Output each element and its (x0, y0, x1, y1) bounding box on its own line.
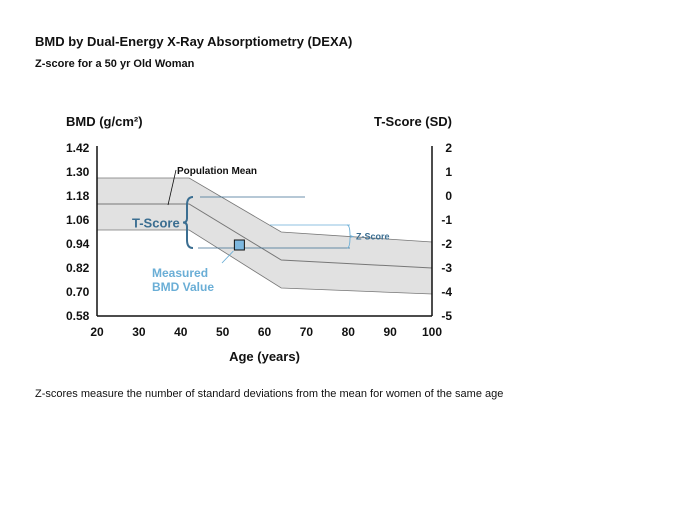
y-right-tick-label: -4 (441, 285, 452, 299)
x-axis-title: Age (years) (229, 349, 300, 364)
y-right-axis-title: T-Score (SD) (374, 114, 452, 129)
y-left-tick-label: 1.42 (66, 141, 90, 155)
caption-text: Z-scores measure the number of standard … (35, 388, 504, 400)
y-left-tick-label: 1.18 (66, 189, 90, 203)
population-mean-label: Population Mean (177, 166, 257, 177)
y-right-tick-label: 2 (445, 141, 452, 155)
z-score-label: Z-Score (356, 232, 390, 242)
t-score-brace (182, 196, 194, 249)
measured-label-line2: BMD Value (152, 280, 214, 294)
x-tick-label: 80 (342, 325, 356, 339)
population-mean-leader (167, 169, 177, 206)
x-tick-label: 40 (174, 325, 188, 339)
population-mean-line (97, 203, 433, 269)
y-right-tick-label: -5 (441, 309, 452, 323)
y-right-tick-label: -3 (441, 261, 452, 275)
page-subtitle: Z-score for a 50 yr Old Woman (35, 58, 195, 70)
x-tick-label: 20 (90, 325, 104, 339)
measured-bmd-marker (233, 239, 245, 251)
y-right-tick-label: -1 (441, 213, 452, 227)
measured-label-line1: Measured (152, 266, 208, 280)
y-left-tick-label: 0.70 (66, 285, 90, 299)
y-right-tick-label: 0 (445, 189, 452, 203)
x-tick-label: 100 (422, 325, 442, 339)
y-left-axis-title: BMD (g/cm²) (66, 114, 143, 129)
x-tick-label: 50 (216, 325, 230, 339)
x-tick-label: 70 (300, 325, 314, 339)
x-tick-label: 90 (383, 325, 397, 339)
y-right-tick-label: 1 (445, 165, 452, 179)
y-right-tick-label: -2 (441, 237, 452, 251)
y-left-tick-label: 1.06 (66, 213, 90, 227)
x-tick-label: 60 (258, 325, 272, 339)
y-left-tick-label: 1.30 (66, 165, 90, 179)
page-title: BMD by Dual-Energy X-Ray Absorptiometry … (35, 34, 353, 49)
x-tick-label: 30 (132, 325, 146, 339)
y-left-tick-label: 0.94 (66, 237, 90, 251)
y-left-tick-label: 0.82 (66, 261, 90, 275)
z-score-brace (346, 224, 355, 249)
y-left-tick-label: 0.58 (66, 309, 90, 323)
t-score-label: T-Score (132, 216, 180, 231)
measured-bmd-leader (221, 250, 234, 264)
